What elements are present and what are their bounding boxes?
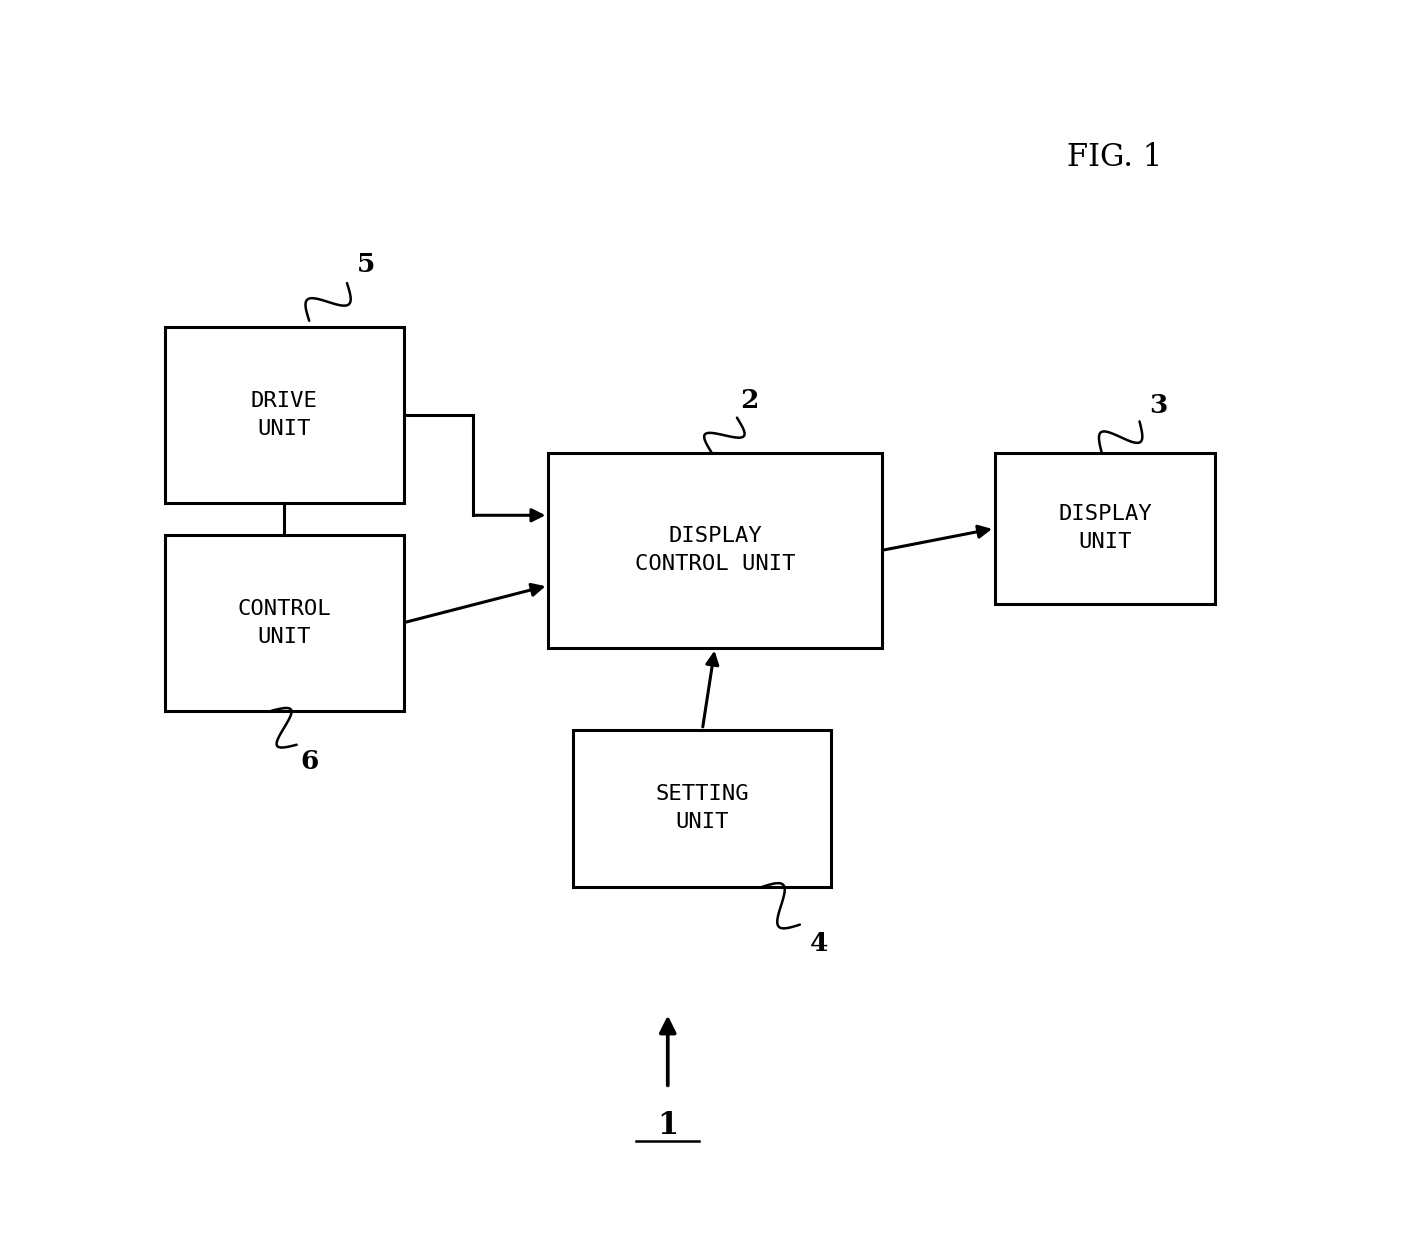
Text: DRIVE
UNIT: DRIVE UNIT — [251, 391, 317, 439]
Bar — [573, 730, 831, 887]
Text: FIG. 1: FIG. 1 — [1067, 142, 1163, 172]
Text: 5: 5 — [357, 252, 375, 277]
Bar — [549, 453, 882, 648]
Text: 6: 6 — [301, 750, 319, 774]
Bar — [165, 327, 404, 503]
Text: 3: 3 — [1149, 394, 1167, 418]
Bar — [995, 453, 1215, 604]
Bar — [165, 535, 404, 711]
Text: 2: 2 — [741, 387, 759, 413]
Text: 1: 1 — [658, 1111, 679, 1141]
Text: CONTROL
UNIT: CONTROL UNIT — [237, 599, 332, 647]
Text: DISPLAY
UNIT: DISPLAY UNIT — [1058, 504, 1151, 552]
Text: 4: 4 — [810, 931, 828, 956]
Text: SETTING
UNIT: SETTING UNIT — [656, 784, 749, 833]
Text: DISPLAY
CONTROL UNIT: DISPLAY CONTROL UNIT — [635, 526, 796, 575]
